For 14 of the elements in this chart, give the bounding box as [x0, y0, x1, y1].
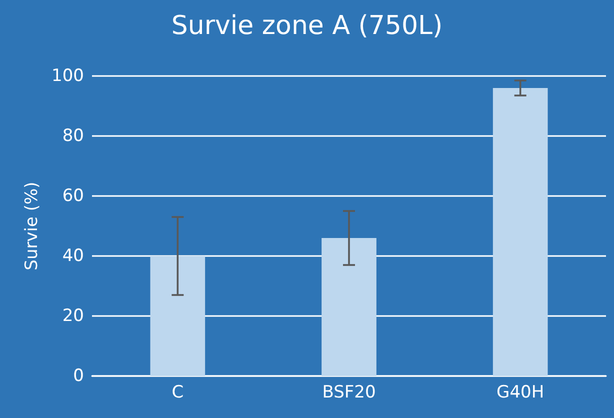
- y-tick-label: 80: [62, 126, 84, 146]
- y-tick-label: 100: [52, 66, 84, 86]
- x-tick-label: C: [172, 382, 184, 402]
- chart-title: Survie zone A (750L): [171, 11, 443, 41]
- bar: [150, 256, 206, 376]
- y-axis-title: Survie (%): [22, 182, 42, 270]
- y-tick-label: 0: [73, 366, 84, 386]
- x-tick-label: G40H: [496, 382, 544, 402]
- y-tick-label: 40: [62, 246, 84, 266]
- x-tick-label: BSF20: [322, 382, 376, 402]
- bar: [492, 88, 548, 376]
- bar: [322, 238, 376, 376]
- y-tick-label: 20: [62, 306, 84, 326]
- y-tick-label: 60: [62, 186, 84, 206]
